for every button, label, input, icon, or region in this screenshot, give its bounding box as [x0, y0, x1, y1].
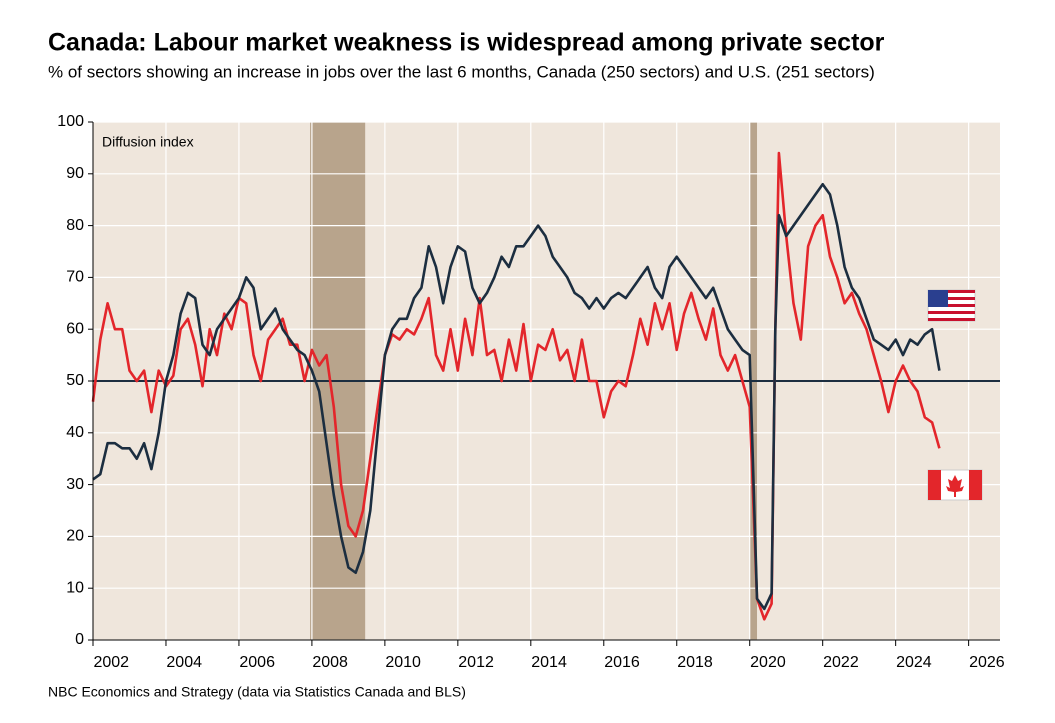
y-tick-label: 0 — [75, 631, 84, 648]
x-tick-label: 2004 — [166, 654, 202, 671]
x-tick-label: 2016 — [604, 654, 640, 671]
us-flag — [927, 289, 976, 322]
y-tick-label: 60 — [66, 320, 84, 337]
series-line — [91, 151, 941, 621]
y-tick-label: 20 — [66, 528, 84, 545]
x-tick-label: 2024 — [896, 654, 932, 671]
y-tick-label: 90 — [66, 165, 84, 182]
chart-subtitle: % of sectors showing an increase in jobs… — [48, 62, 875, 81]
chart-title: Canada: Labour market weakness is widesp… — [48, 29, 885, 57]
y-tick-label: 100 — [57, 113, 84, 130]
source: NBC Economics and Strategy (data via Sta… — [48, 684, 466, 700]
y-tick-label: 70 — [66, 269, 84, 286]
x-tick-label: 2012 — [458, 654, 494, 671]
x-tick-label: 2002 — [93, 654, 129, 671]
series-line — [92, 182, 941, 611]
x-tick-label: 2006 — [239, 654, 275, 671]
y-tick-label: 10 — [66, 579, 84, 596]
x-tick-label: 2014 — [531, 654, 567, 671]
y-tick-label: 80 — [66, 217, 84, 234]
x-tick-label: 2018 — [677, 654, 713, 671]
y-tick-label: 30 — [66, 476, 84, 493]
plot-layer — [91, 121, 1000, 641]
canada-flag — [927, 469, 983, 501]
x-tick-label: 2010 — [385, 654, 421, 671]
x-tick-label: 2020 — [750, 654, 786, 671]
y-tick-label: 50 — [66, 372, 84, 389]
x-tick-label: 2008 — [312, 654, 348, 671]
y-tick-label: 40 — [66, 424, 84, 441]
x-tick-label: 2022 — [823, 654, 859, 671]
x-tick-label: 2026 — [969, 654, 1005, 671]
annotation: Diffusion index — [102, 134, 194, 150]
